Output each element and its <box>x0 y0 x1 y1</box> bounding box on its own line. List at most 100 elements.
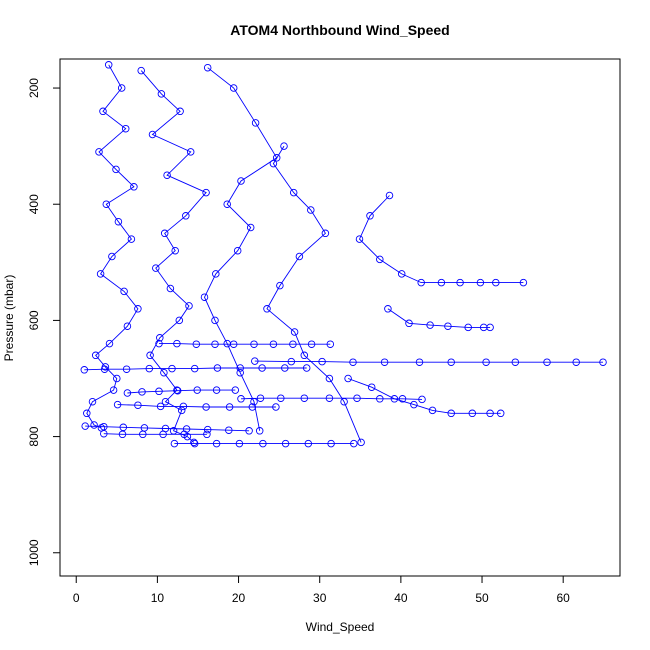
data-point <box>269 340 278 348</box>
data-point <box>325 374 334 383</box>
data-point <box>122 365 131 373</box>
data-point <box>437 278 446 287</box>
data-point <box>202 188 210 197</box>
x-tick-label: 30 <box>313 591 327 605</box>
data-point <box>200 293 209 301</box>
data-point <box>263 305 271 313</box>
y-axis: 200 400 600 800 1000 <box>27 78 61 566</box>
data-point <box>444 322 452 330</box>
data-point <box>180 430 188 439</box>
data-point <box>511 358 520 366</box>
data-point <box>376 395 384 403</box>
data-point <box>130 183 138 191</box>
y-tick-label: 1000 <box>27 539 41 566</box>
data-point <box>599 358 607 366</box>
data-point <box>83 409 91 418</box>
data-point <box>173 386 182 395</box>
data-point <box>193 386 201 394</box>
y-tick-label: 800 <box>27 426 41 446</box>
data-point <box>280 142 288 150</box>
data-point <box>326 340 335 348</box>
data-point <box>148 130 157 139</box>
data-point <box>177 406 186 415</box>
data-point <box>211 316 219 325</box>
data-point <box>229 340 238 348</box>
series-9 <box>80 364 311 374</box>
data-point <box>233 246 242 255</box>
data-point <box>302 364 311 372</box>
data-point <box>203 63 212 72</box>
chart-title: ATOM4 Northbound Wind_Speed <box>230 22 449 38</box>
data-point <box>486 323 494 332</box>
data-point <box>417 278 425 287</box>
data-point <box>80 366 89 374</box>
data-point <box>95 148 103 156</box>
data-point <box>190 438 198 447</box>
data-point <box>366 212 374 220</box>
data-point <box>155 387 163 396</box>
series-4 <box>263 142 365 447</box>
data-point <box>211 340 219 348</box>
data-point <box>380 358 389 366</box>
data-point <box>117 84 126 92</box>
data-point <box>120 287 128 296</box>
data-point <box>464 323 472 332</box>
data-point <box>519 278 528 287</box>
data-point <box>190 364 199 373</box>
x-tick-label: 0 <box>73 591 80 605</box>
data-point <box>173 386 181 394</box>
data-point <box>156 402 165 411</box>
data-point <box>235 439 244 448</box>
data-point <box>318 357 326 366</box>
data-point <box>137 66 145 75</box>
data-point <box>236 368 244 377</box>
series-16-line <box>240 397 423 400</box>
data-point <box>468 409 477 418</box>
data-point <box>100 429 108 438</box>
data-point <box>157 90 166 98</box>
data-point <box>269 159 278 168</box>
data-point <box>543 358 551 366</box>
data-point <box>397 270 406 278</box>
series-14 <box>123 386 240 397</box>
data-point <box>258 364 266 372</box>
series-8 <box>344 374 505 418</box>
series-3 <box>200 63 281 435</box>
data-point <box>109 386 118 394</box>
data-point <box>156 334 164 342</box>
data-point <box>179 402 188 411</box>
series-1-line <box>86 64 139 429</box>
data-point <box>212 270 220 278</box>
data-point <box>112 165 120 174</box>
data-point <box>160 368 168 377</box>
series-2 <box>137 66 210 447</box>
data-point <box>160 229 169 238</box>
data-point <box>255 427 264 435</box>
series-10 <box>81 422 253 435</box>
data-point <box>290 328 299 336</box>
data-point <box>277 394 285 402</box>
series-15 <box>100 429 211 439</box>
data-point <box>307 206 315 214</box>
series-6-line <box>387 308 491 328</box>
data-point <box>123 322 132 330</box>
x-tick-label: 50 <box>475 591 489 605</box>
data-point <box>96 270 105 278</box>
data-point <box>175 316 184 325</box>
data-point <box>225 426 233 434</box>
data-point <box>229 84 238 92</box>
data-point <box>376 255 384 264</box>
data-point <box>134 401 142 409</box>
data-point <box>456 278 464 287</box>
data-point <box>223 200 231 208</box>
series-9-line <box>84 367 307 371</box>
data-point <box>281 439 290 448</box>
data-point <box>88 397 97 406</box>
data-point <box>300 351 309 360</box>
series-11 <box>155 339 335 348</box>
data-point <box>486 409 494 418</box>
data-point <box>163 171 171 179</box>
data-point <box>121 124 130 133</box>
data-point <box>91 351 100 360</box>
